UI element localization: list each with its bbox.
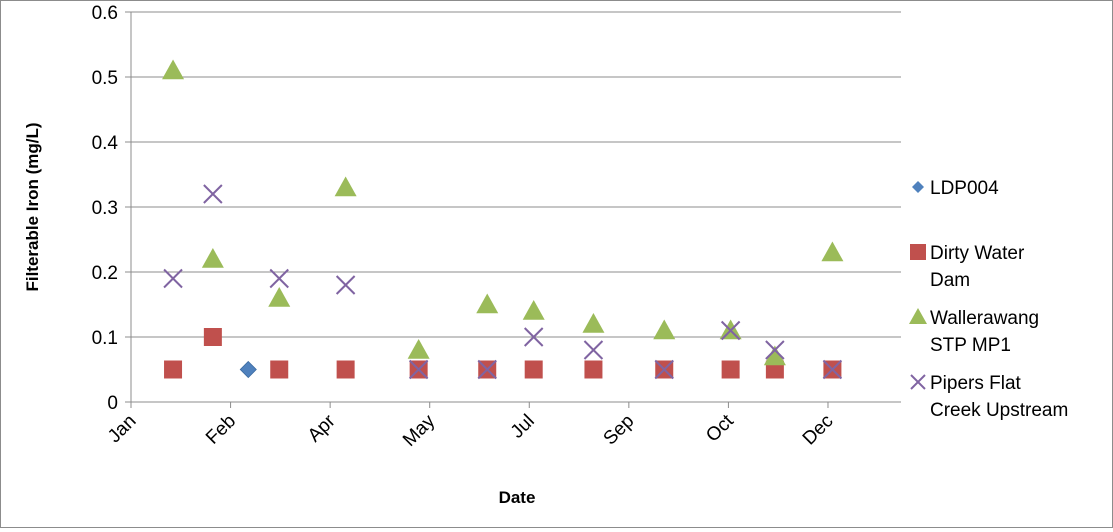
legend-entry: Dirty Water Dam: [910, 243, 1025, 291]
y-tick-label: 0.6: [92, 3, 118, 24]
data-point: [583, 340, 604, 360]
series-0: [239, 360, 257, 379]
data-point: [720, 320, 741, 341]
data-point: [476, 293, 499, 314]
legend-label: LDP004: [930, 178, 999, 199]
series-3: [163, 184, 843, 380]
y-tick-label: 0.1: [92, 328, 118, 349]
data-point: [270, 360, 289, 379]
data-point: [523, 327, 544, 347]
legend-entry: LDP004: [912, 178, 999, 199]
data-point: [582, 313, 605, 333]
data-point: [522, 300, 545, 320]
data-point: [408, 359, 429, 380]
y-tick-labels: 0 0.1 0.2 0.3 0.4 0.5 0.6: [92, 3, 119, 414]
data-point: [721, 360, 740, 379]
data-point: [269, 268, 289, 289]
legend-marker: [912, 181, 924, 193]
x-tick-label: May: [399, 410, 440, 451]
x-tick-label: Sep: [600, 411, 639, 450]
legend-marker: [910, 244, 926, 260]
data-point: [334, 176, 357, 197]
data-point: [653, 319, 676, 340]
x-tick-label: Jul: [507, 411, 539, 443]
legend-label: Pipers Flat Creek Upstream: [930, 373, 1068, 421]
series-2: [162, 59, 844, 366]
data-point: [584, 360, 603, 379]
data-point: [203, 328, 222, 346]
data-point: [654, 359, 674, 380]
x-tick-label: Feb: [202, 411, 240, 449]
data-point: [765, 340, 785, 360]
legend-label: Wallerawang STP MP1: [930, 308, 1039, 356]
data-point: [162, 59, 185, 80]
data-point: [268, 287, 291, 307]
y-axis-title: Filterable Iron (mg/L): [23, 122, 42, 291]
y-tick-label: 0.4: [92, 133, 119, 154]
legend: LDP004 Dirty Water Dam Wallerawang STP MP1 Pi…: [909, 178, 1068, 421]
data-point: [821, 241, 844, 262]
series-1: [164, 328, 842, 379]
data-point: [239, 360, 257, 379]
data-point: [335, 275, 356, 295]
x-tick-label: Dec: [799, 411, 838, 450]
data-point: [822, 359, 843, 380]
data-point: [336, 360, 355, 379]
legend-marker: [910, 374, 926, 390]
gridlines: [131, 11, 901, 338]
data-point: [763, 345, 786, 366]
y-tick-label: 0.2: [92, 263, 118, 284]
axes: [125, 11, 901, 408]
data-point: [203, 184, 223, 204]
data-point: [201, 248, 224, 268]
x-tick-label: Jan: [104, 411, 141, 448]
y-tick-label: 0.3: [92, 198, 118, 219]
legend-label: Dirty Water Dam: [930, 243, 1025, 291]
x-axis-title: Date: [499, 488, 536, 507]
data-point: [163, 268, 183, 289]
data-point: [477, 359, 497, 380]
data-points: [162, 59, 844, 380]
y-tick-label: 0.5: [92, 68, 118, 89]
legend-marker: [909, 308, 927, 324]
legend-entry: Pipers Flat Creek Upstream: [910, 373, 1068, 421]
x-tick-labels: Jan Feb Apr May Jul Sep Oct Dec: [104, 410, 837, 451]
x-tick-label: Oct: [702, 410, 738, 446]
data-point: [407, 339, 430, 359]
y-tick-label: 0: [107, 393, 118, 414]
x-tick-label: Apr: [304, 410, 340, 446]
data-point: [164, 360, 183, 379]
data-point: [524, 360, 543, 379]
legend-entry: Wallerawang STP MP1: [909, 308, 1039, 356]
